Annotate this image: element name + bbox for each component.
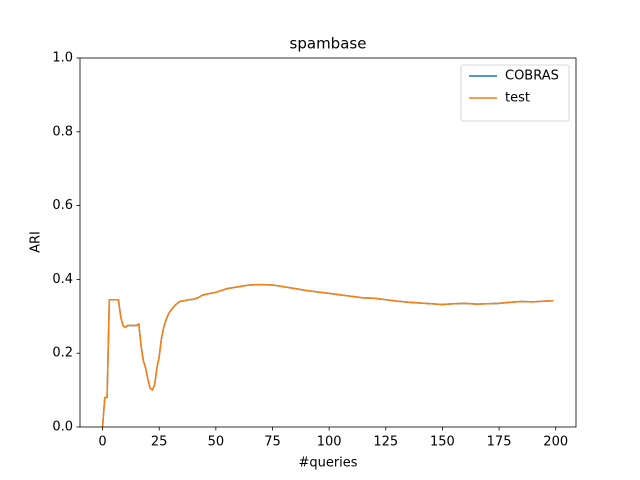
y-tick-label: 0.0 [52, 420, 73, 435]
y-tick-label: 1.0 [52, 51, 73, 66]
line-series [101, 283, 554, 428]
x-tick-label: 150 [430, 435, 455, 450]
x-tick-label: 125 [373, 435, 398, 450]
legend-label: test [505, 91, 530, 106]
plot-frame [79, 57, 577, 428]
y-tick-label: 0.4 [52, 272, 73, 287]
x-axis-label: #queries [298, 456, 357, 471]
x-tick-label: 200 [543, 435, 568, 450]
x-tick-label: 100 [317, 435, 342, 450]
y-tick-label: 0.8 [52, 124, 73, 139]
x-tick-label: 25 [151, 435, 168, 450]
y-axis-label: ARI [29, 231, 44, 253]
y-tick-label: 0.6 [52, 198, 73, 213]
chart-title: spambase [290, 35, 367, 53]
legend-box [460, 64, 570, 122]
x-tick-label: 75 [264, 435, 281, 450]
x-tick-label: 50 [208, 435, 225, 450]
x-tick-label: 0 [98, 435, 106, 450]
x-tick-label: 175 [487, 435, 512, 450]
legend-label: COBRAS [505, 69, 559, 84]
y-tick-label: 0.2 [52, 346, 73, 361]
